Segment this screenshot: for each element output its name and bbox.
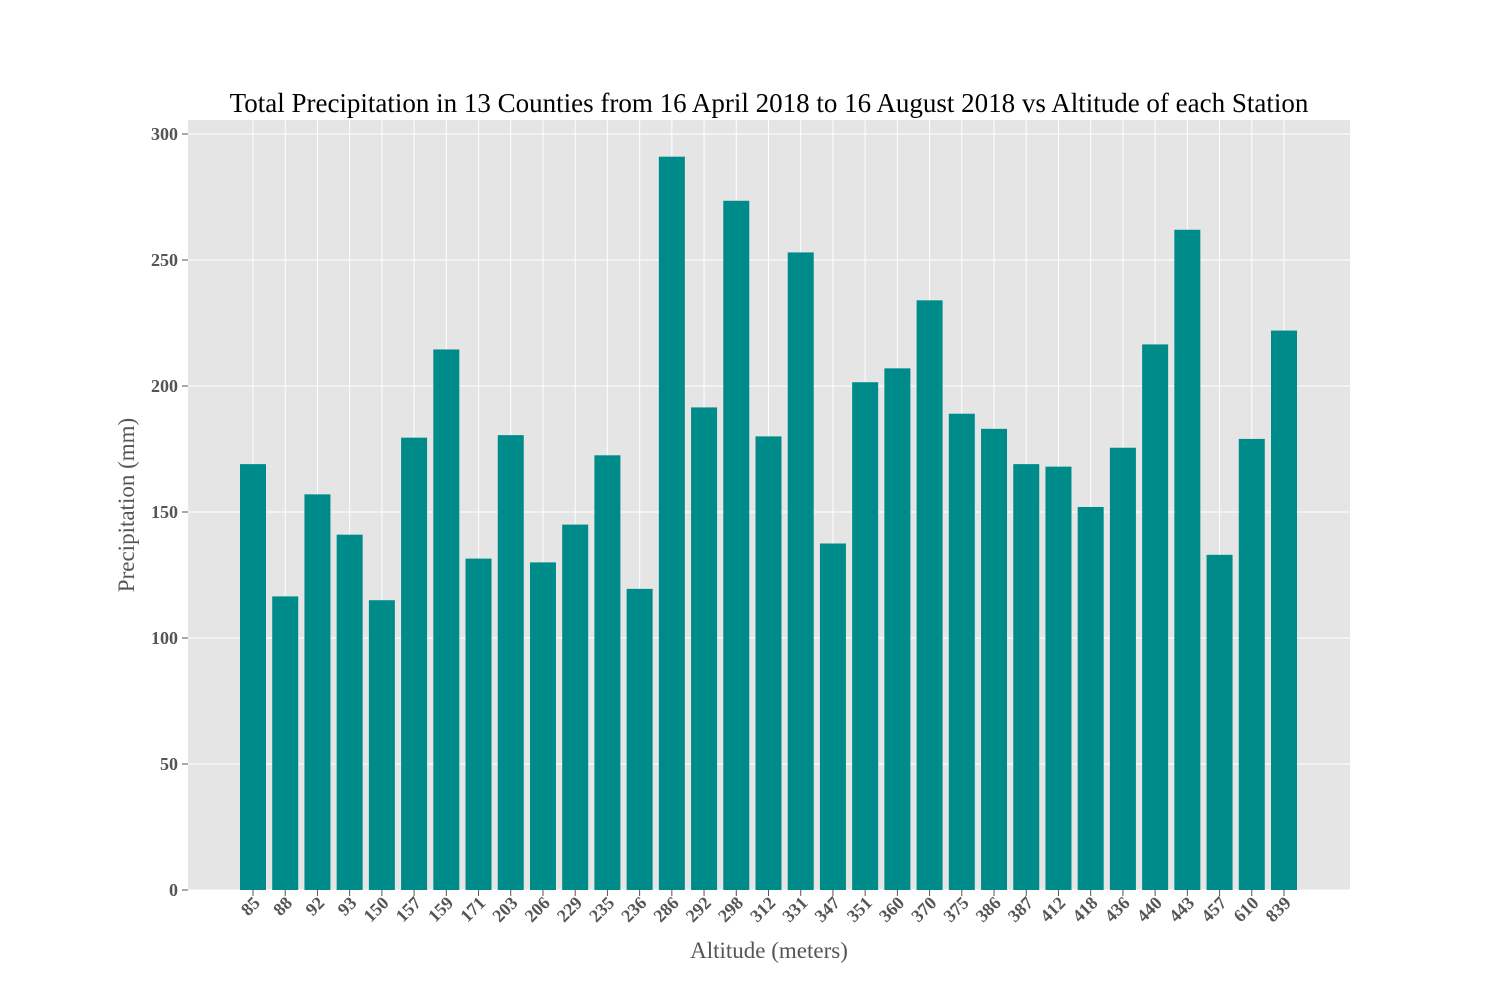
x-tick-label: 386: [972, 893, 1005, 926]
x-tick-label: 171: [456, 893, 489, 926]
bar-235: [594, 455, 621, 890]
x-tick-label: 351: [843, 893, 876, 926]
x-tick-label: 286: [649, 893, 682, 926]
bar-157: [401, 437, 428, 890]
bar-229: [562, 524, 589, 890]
x-tick-label: 93: [334, 893, 361, 920]
bar-292: [691, 407, 718, 890]
x-tick-label: 412: [1036, 893, 1069, 926]
y-tick-label: 150: [151, 502, 178, 522]
x-axis-ticks: 85 88 92 9315015715917120320622923523628629…: [237, 890, 1295, 926]
x-tick-label: 360: [875, 893, 908, 926]
bar-370: [916, 300, 943, 890]
x-tick-label: 236: [617, 893, 650, 926]
x-tick-label: 235: [585, 893, 618, 926]
y-tick-label: 200: [151, 376, 178, 396]
x-tick-label: 839: [1262, 893, 1295, 926]
bar-360: [884, 368, 911, 890]
x-tick-label: 375: [939, 893, 972, 926]
x-tick-label: 370: [907, 893, 940, 926]
bar-312: [755, 436, 782, 890]
bar-206: [529, 562, 556, 890]
x-tick-label: 206: [521, 893, 554, 926]
bar-88: [272, 596, 299, 890]
bar-443: [1174, 229, 1201, 890]
bar-203: [497, 435, 524, 890]
bar-412: [1045, 466, 1072, 890]
x-tick-label: 387: [1004, 893, 1037, 926]
bar-347: [819, 543, 846, 890]
x-tick-label: 150: [359, 893, 392, 926]
bar-418: [1077, 506, 1104, 890]
x-tick-label: 298: [714, 893, 747, 926]
y-tick-label: 100: [151, 628, 178, 648]
bar-286: [658, 156, 685, 890]
x-tick-label: 610: [1229, 893, 1262, 926]
y-axis-label: Precipitation (mm): [114, 418, 139, 592]
bar-375: [948, 413, 975, 890]
bar-236: [626, 588, 653, 890]
bar-159: [433, 349, 460, 891]
bar-298: [723, 200, 750, 890]
y-tick-label: 300: [151, 124, 178, 144]
bar-440: [1142, 344, 1169, 890]
x-tick-label: 85: [237, 893, 264, 920]
y-axis-ticks: 0 50 100 150 200 250 300: [151, 124, 188, 900]
x-tick-label: 312: [746, 893, 779, 926]
bar-85: [240, 464, 266, 890]
chart-title: Total Precipitation in 13 Counties from …: [230, 88, 1309, 118]
bar-436: [1109, 447, 1136, 890]
bar-150: [368, 600, 395, 890]
x-axis-label: Altitude (meters): [690, 938, 848, 963]
x-tick-label: 443: [1165, 893, 1198, 926]
x-tick-label: 331: [778, 893, 811, 926]
bar-386: [981, 428, 1008, 890]
bar-839: [1271, 330, 1297, 890]
x-tick-label: 159: [424, 893, 457, 926]
bar-171: [465, 558, 492, 890]
bar-610: [1238, 438, 1265, 890]
bar-457: [1206, 554, 1233, 890]
bar-331: [787, 252, 814, 890]
bar-93: [336, 534, 363, 890]
x-tick-label: 457: [1197, 893, 1230, 926]
x-tick-label: 440: [1133, 893, 1166, 926]
x-tick-label: 418: [1068, 893, 1101, 926]
x-tick-label: 229: [553, 893, 586, 926]
x-tick-label: 92: [301, 893, 328, 920]
y-tick-label: 0: [169, 880, 178, 900]
bars: [240, 156, 1297, 891]
y-tick-label: 50: [160, 754, 178, 774]
x-tick-label: 88: [269, 893, 296, 920]
x-tick-label: 203: [488, 893, 521, 926]
y-tick-label: 250: [151, 250, 178, 270]
bar-92: [304, 494, 331, 890]
bar-351: [852, 382, 879, 890]
x-tick-label: 347: [811, 893, 844, 926]
x-tick-label: 157: [392, 893, 425, 926]
x-tick-label: 292: [682, 893, 715, 926]
bar-387: [1013, 464, 1040, 890]
x-tick-label: 436: [1101, 893, 1134, 926]
